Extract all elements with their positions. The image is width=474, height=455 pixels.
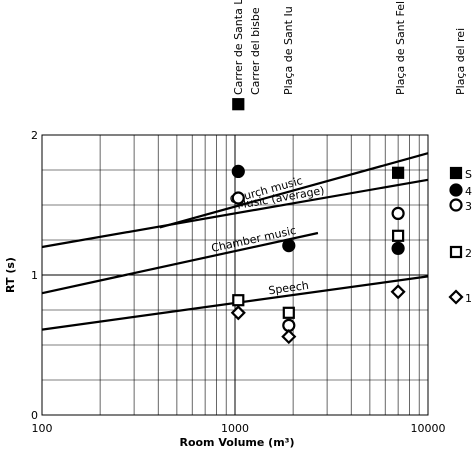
data-point: [282, 239, 296, 253]
legend-marker: [448, 289, 464, 305]
column-label: Carrer de Santa Llúcia: [232, 0, 245, 95]
y-tick-label: 1: [31, 269, 38, 282]
x-tick-label: 1000: [221, 422, 249, 435]
legend-label: S: [465, 168, 472, 181]
legend-label: 1: [465, 292, 472, 305]
data-point: [392, 166, 405, 179]
legend-label: 2: [465, 247, 472, 260]
guide-line: [41, 231, 319, 295]
x-axis-label: Room Volume (m³): [179, 436, 294, 449]
y-axis-label: RT (s): [4, 257, 17, 293]
legend-marker: [449, 245, 463, 259]
legend-label: 3: [465, 200, 472, 213]
data-point: [391, 206, 405, 220]
guide-line: [41, 178, 429, 249]
column-label: Plaça de Sant Iu: [282, 6, 295, 95]
y-tick-label: 0: [31, 409, 38, 422]
legend-marker: [449, 183, 463, 197]
legend-label: 4: [465, 185, 472, 198]
data-point: [392, 229, 405, 242]
data-point: [281, 329, 297, 345]
data-point: [282, 306, 295, 319]
x-tick-label: 10000: [411, 422, 446, 435]
column-label: Carrer del bisbe: [249, 7, 262, 95]
guide-line: [159, 152, 429, 229]
data-point: [390, 284, 406, 300]
x-tick-label: 100: [32, 422, 53, 435]
legend-marker: [449, 166, 463, 180]
data-point: [232, 98, 245, 111]
legend-marker: [449, 198, 463, 212]
data-point: [391, 241, 405, 255]
column-label: Plaça del rei: [454, 28, 467, 95]
data-point: [231, 191, 245, 205]
data-point: [232, 294, 245, 307]
data-point: [230, 305, 246, 321]
y-tick-label: 2: [31, 129, 38, 142]
column-label: Plaça de Sant Felip Neri: [394, 0, 407, 95]
guide-line-label: Speech: [268, 279, 310, 297]
data-point: [231, 164, 245, 178]
